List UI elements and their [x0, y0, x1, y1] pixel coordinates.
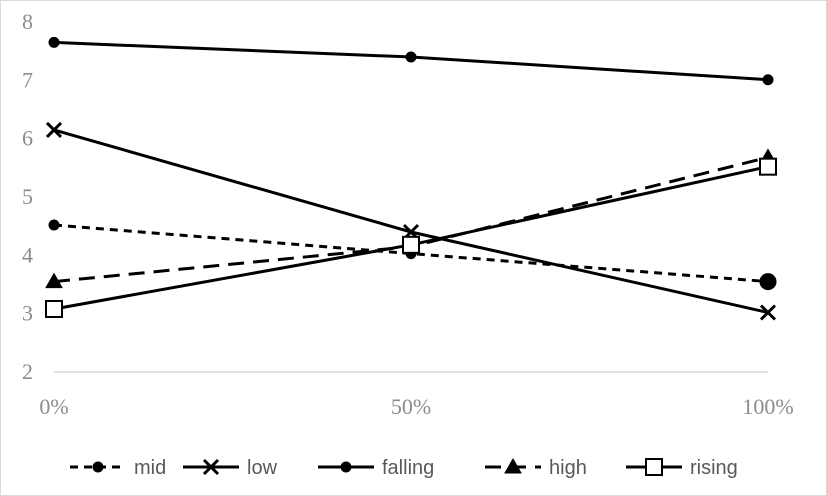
- y-tick-label: 4: [22, 242, 33, 267]
- legend-marker: [340, 461, 352, 473]
- legend-label: falling: [382, 457, 434, 479]
- data-point-high: [45, 272, 63, 289]
- series-low: [45, 121, 777, 321]
- legend-entry-low: low: [183, 457, 278, 479]
- series-rising: [45, 157, 777, 318]
- data-point-rising: [45, 300, 63, 318]
- series-line-high: [53, 155, 769, 284]
- legend-entry-mid: mid: [70, 457, 166, 479]
- y-tick-label: 5: [22, 184, 33, 209]
- data-point-rising: [402, 235, 420, 254]
- x-tick-label: 0%: [39, 394, 68, 419]
- data-point-rising: [759, 157, 777, 176]
- data-point-low: [759, 304, 777, 321]
- x-axis: 0% 50% 100%: [39, 394, 793, 419]
- legend-entry-rising: rising: [626, 457, 738, 479]
- legend-marker: [92, 461, 104, 473]
- data-point-falling: [405, 51, 417, 63]
- y-tick-label: 7: [22, 67, 33, 92]
- legend-entry-high: high: [485, 457, 587, 479]
- legend-label: mid: [134, 457, 166, 479]
- data-point-mid: [759, 273, 777, 291]
- legend-entry-falling: falling: [318, 457, 434, 479]
- data-point-falling: [48, 36, 60, 48]
- data-point-mid: [48, 219, 60, 231]
- legend-label: rising: [690, 457, 738, 479]
- y-tick-label: 2: [22, 359, 33, 384]
- x-tick-label: 100%: [742, 394, 793, 419]
- y-axis: 2 3 4 5 6 7 8: [22, 9, 33, 384]
- legend-marker: [645, 458, 663, 476]
- y-tick-label: 6: [22, 126, 33, 151]
- legend-marker: [202, 458, 220, 476]
- y-tick-label: 3: [22, 301, 33, 326]
- data-point-falling: [762, 74, 774, 86]
- plot-area: [45, 36, 777, 321]
- series-line-mid: [53, 223, 769, 284]
- series-falling: [48, 36, 774, 86]
- x-tick-label: 50%: [391, 394, 431, 419]
- data-point-low: [45, 121, 63, 138]
- series-high: [45, 148, 777, 289]
- legend-label: high: [549, 457, 587, 479]
- legend: mid low falling high rising: [70, 457, 738, 479]
- series-line-low: [53, 128, 769, 314]
- y-tick-label: 8: [22, 9, 33, 34]
- legend-marker: [504, 457, 522, 474]
- legend-label: low: [247, 457, 278, 479]
